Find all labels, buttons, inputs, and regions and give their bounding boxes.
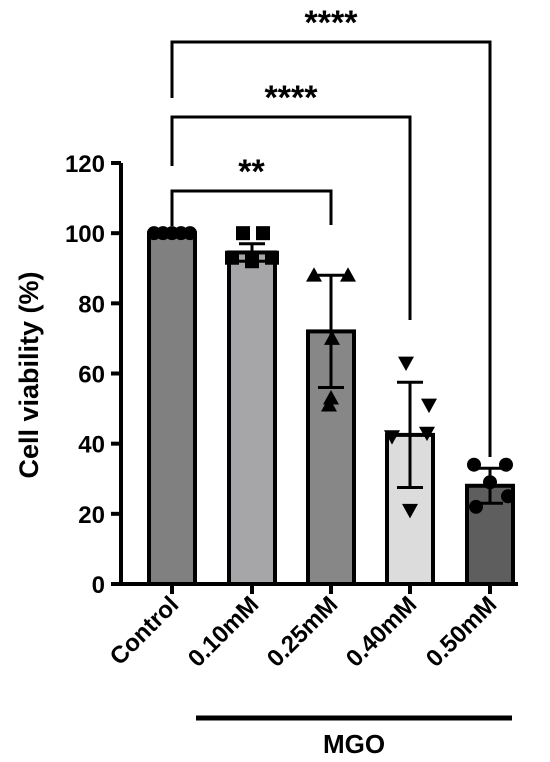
- y-tick-label: 60: [78, 362, 105, 389]
- data-point: [245, 254, 259, 269]
- data-point: [469, 499, 483, 514]
- significance-label: ****: [265, 79, 319, 117]
- significance-bracket: [170, 115, 412, 320]
- x-tick-label: 0.25mM: [262, 591, 343, 672]
- bar: [147, 231, 197, 587]
- data-point: [421, 398, 437, 414]
- data-point: [236, 226, 250, 241]
- y-tick-label: 0: [92, 572, 105, 599]
- bar: [227, 250, 277, 586]
- significance-label: **: [238, 153, 265, 191]
- x-tick-label: 0.40mM: [341, 591, 422, 672]
- group-label-mgo: MGO: [323, 729, 385, 759]
- significance-brackets: **********: [170, 4, 492, 457]
- significance-label: ****: [305, 4, 359, 42]
- data-point: [398, 356, 414, 371]
- data-point: [324, 330, 340, 345]
- x-tick-label: Control: [105, 591, 184, 670]
- error-bars: [239, 242, 503, 505]
- y-tick-label: 40: [78, 432, 105, 459]
- data-point: [183, 226, 197, 241]
- data-point: [483, 475, 497, 490]
- y-tick-label: 100: [65, 221, 105, 248]
- y-axis: 0 20 40 60 80 100 120: [65, 151, 123, 599]
- data-point: [265, 250, 279, 265]
- y-tick-label: 120: [65, 151, 105, 178]
- data-point: [402, 503, 418, 519]
- x-tick-label: 0.50mM: [421, 591, 502, 672]
- data-point: [499, 457, 513, 472]
- y-axis-label: Cell viability (%): [14, 271, 44, 478]
- data-point: [256, 226, 270, 241]
- data-point: [340, 267, 356, 282]
- x-tick-label: 0.10mM: [183, 591, 264, 672]
- y-tick-label: 20: [78, 502, 105, 529]
- data-points: [147, 226, 515, 519]
- data-point: [306, 267, 322, 282]
- data-point: [467, 457, 481, 472]
- y-tick-label: 80: [78, 291, 105, 318]
- significance-bracket: [170, 189, 333, 226]
- data-point: [501, 489, 515, 504]
- significance-bracket: [170, 40, 492, 457]
- bars: [147, 231, 515, 587]
- data-point: [225, 250, 239, 265]
- data-point: [384, 430, 400, 445]
- data-point: [419, 426, 435, 442]
- data-point: [321, 397, 337, 412]
